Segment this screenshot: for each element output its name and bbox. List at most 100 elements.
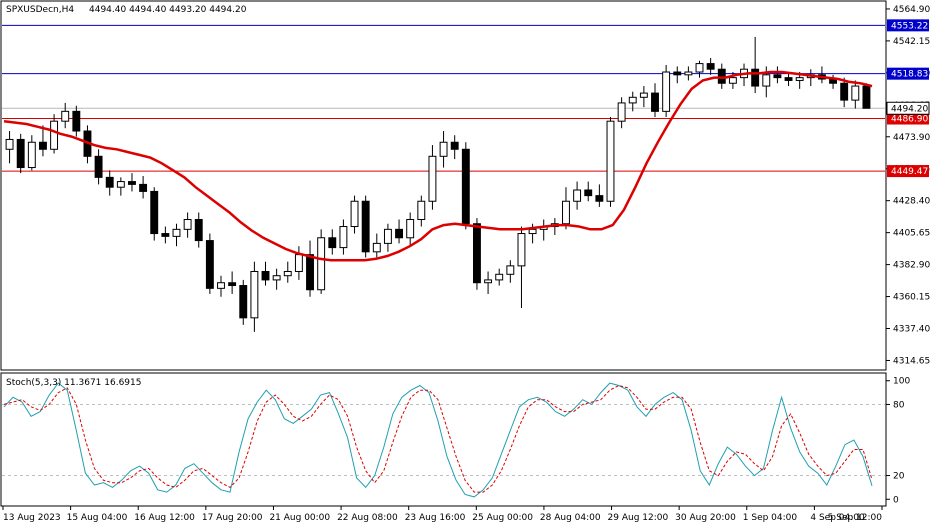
price-tick-label: 4360.15 xyxy=(893,293,930,303)
level-price-tag xyxy=(887,112,929,125)
bullish-candle[interactable] xyxy=(383,228,392,244)
level-price-tag xyxy=(887,165,929,178)
bearish-candle[interactable] xyxy=(261,270,270,281)
time-tick-label: 21 Aug 00:00 xyxy=(269,513,330,523)
bearish-candle[interactable] xyxy=(651,92,659,112)
bearish-candle[interactable] xyxy=(584,189,593,197)
price-tick-label: 4564.90 xyxy=(893,5,930,15)
bearish-candle[interactable] xyxy=(328,237,337,249)
bullish-candle[interactable] xyxy=(217,282,225,289)
bearish-candle[interactable] xyxy=(16,138,25,169)
time-tick-label: 28 Aug 04:00 xyxy=(540,513,601,523)
bearish-candle[interactable] xyxy=(161,233,170,237)
bullish-candle[interactable] xyxy=(50,120,59,150)
level-price-tag xyxy=(887,19,929,32)
bullish-candle[interactable] xyxy=(762,74,771,87)
bearish-candle[interactable] xyxy=(205,240,214,289)
bearish-candle[interactable] xyxy=(105,176,114,188)
bullish-candle[interactable] xyxy=(272,275,281,281)
stoch-tick-label: 0 xyxy=(893,495,899,505)
bullish-candle[interactable] xyxy=(428,155,437,202)
bullish-candle[interactable] xyxy=(851,85,860,101)
bullish-candle[interactable] xyxy=(317,237,326,291)
bullish-candle[interactable] xyxy=(639,92,648,98)
bearish-candle[interactable] xyxy=(306,254,314,291)
chart-title: SPXUSDecn,H4 xyxy=(6,5,74,15)
bullish-candle[interactable] xyxy=(662,71,671,112)
bullish-candle[interactable] xyxy=(573,189,582,202)
bearish-candle[interactable] xyxy=(194,219,203,242)
price-tick-label: 4428.40 xyxy=(893,197,930,207)
bullish-candle[interactable] xyxy=(617,102,626,122)
bearish-candle[interactable] xyxy=(72,110,81,132)
bearish-candle[interactable] xyxy=(94,155,103,178)
bullish-candle[interactable] xyxy=(728,77,737,84)
bullish-candle[interactable] xyxy=(250,270,259,319)
bullish-candle[interactable] xyxy=(528,228,537,235)
price-tick-label: 4382.90 xyxy=(893,261,930,271)
bearish-candle[interactable] xyxy=(773,74,782,79)
bullish-candle[interactable] xyxy=(628,96,637,104)
price-tick-label: 4337.40 xyxy=(893,325,930,335)
bearish-candle[interactable] xyxy=(395,228,404,239)
current-price-tag xyxy=(886,101,930,115)
bearish-candle[interactable] xyxy=(361,200,370,253)
bearish-candle[interactable] xyxy=(840,82,849,101)
time-tick-label: 25 Aug 00:00 xyxy=(472,513,533,523)
bearish-candle[interactable] xyxy=(595,195,604,202)
price-panel[interactable] xyxy=(0,0,887,371)
bullish-candle[interactable] xyxy=(294,254,303,272)
bullish-candle[interactable] xyxy=(406,219,415,239)
stochastic-panel[interactable] xyxy=(0,372,887,507)
bullish-candle[interactable] xyxy=(517,233,526,267)
bullish-candle[interactable] xyxy=(484,279,493,284)
time-tick-label: 4 Sep 04:00 xyxy=(810,513,865,523)
bullish-candle[interactable] xyxy=(562,200,570,225)
bullish-candle[interactable] xyxy=(506,265,515,275)
bullish-candle[interactable] xyxy=(695,63,704,73)
bearish-candle[interactable] xyxy=(717,68,726,84)
price-tick-label: 4473.90 xyxy=(893,133,930,143)
bullish-candle[interactable] xyxy=(495,273,504,281)
bearish-candle[interactable] xyxy=(461,148,470,225)
level-price-label: 4553.22 xyxy=(891,21,928,31)
bearish-candle[interactable] xyxy=(38,141,47,150)
price-tick-label: 4405.65 xyxy=(893,229,930,239)
bullish-candle[interactable] xyxy=(372,242,381,253)
level-price-label: 4486.90 xyxy=(891,115,928,125)
bullish-candle[interactable] xyxy=(795,77,804,81)
bearish-candle[interactable] xyxy=(150,190,159,235)
bearish-candle[interactable] xyxy=(706,63,715,70)
bullish-candle[interactable] xyxy=(417,200,426,221)
bearish-candle[interactable] xyxy=(784,77,793,81)
bearish-candle[interactable] xyxy=(751,68,760,87)
bullish-candle[interactable] xyxy=(606,120,615,202)
bearish-candle[interactable] xyxy=(673,71,682,76)
bearish-candle[interactable] xyxy=(128,181,136,185)
bullish-candle[interactable] xyxy=(350,200,359,228)
bullish-candle[interactable] xyxy=(27,141,36,169)
bullish-candle[interactable] xyxy=(339,226,348,249)
bearish-candle[interactable] xyxy=(139,183,148,192)
bullish-candle[interactable] xyxy=(61,110,70,122)
stoch-signal-line xyxy=(3,384,873,493)
time-tick-label: 5 Sep 12:00 xyxy=(828,513,883,523)
bullish-candle[interactable] xyxy=(684,71,693,76)
bearish-candle[interactable] xyxy=(472,223,481,284)
bearish-candle[interactable] xyxy=(228,282,237,287)
bullish-candle[interactable] xyxy=(5,138,14,150)
bullish-candle[interactable] xyxy=(183,219,192,230)
bearish-candle[interactable] xyxy=(450,141,459,150)
bullish-candle[interactable] xyxy=(439,141,448,157)
level-price-tag xyxy=(887,67,929,80)
stoch-tick-label: 100 xyxy=(893,377,910,387)
time-tick-label: 1 Sep 04:00 xyxy=(743,513,798,523)
bullish-candle[interactable] xyxy=(283,270,292,277)
bullish-candle[interactable] xyxy=(172,228,181,237)
bearish-candle[interactable] xyxy=(862,85,871,109)
bullish-candle[interactable] xyxy=(116,181,125,188)
bearish-candle[interactable] xyxy=(239,285,248,319)
time-tick-label: 23 Aug 16:00 xyxy=(405,513,466,523)
time-tick-label: 15 Aug 04:00 xyxy=(67,513,128,523)
